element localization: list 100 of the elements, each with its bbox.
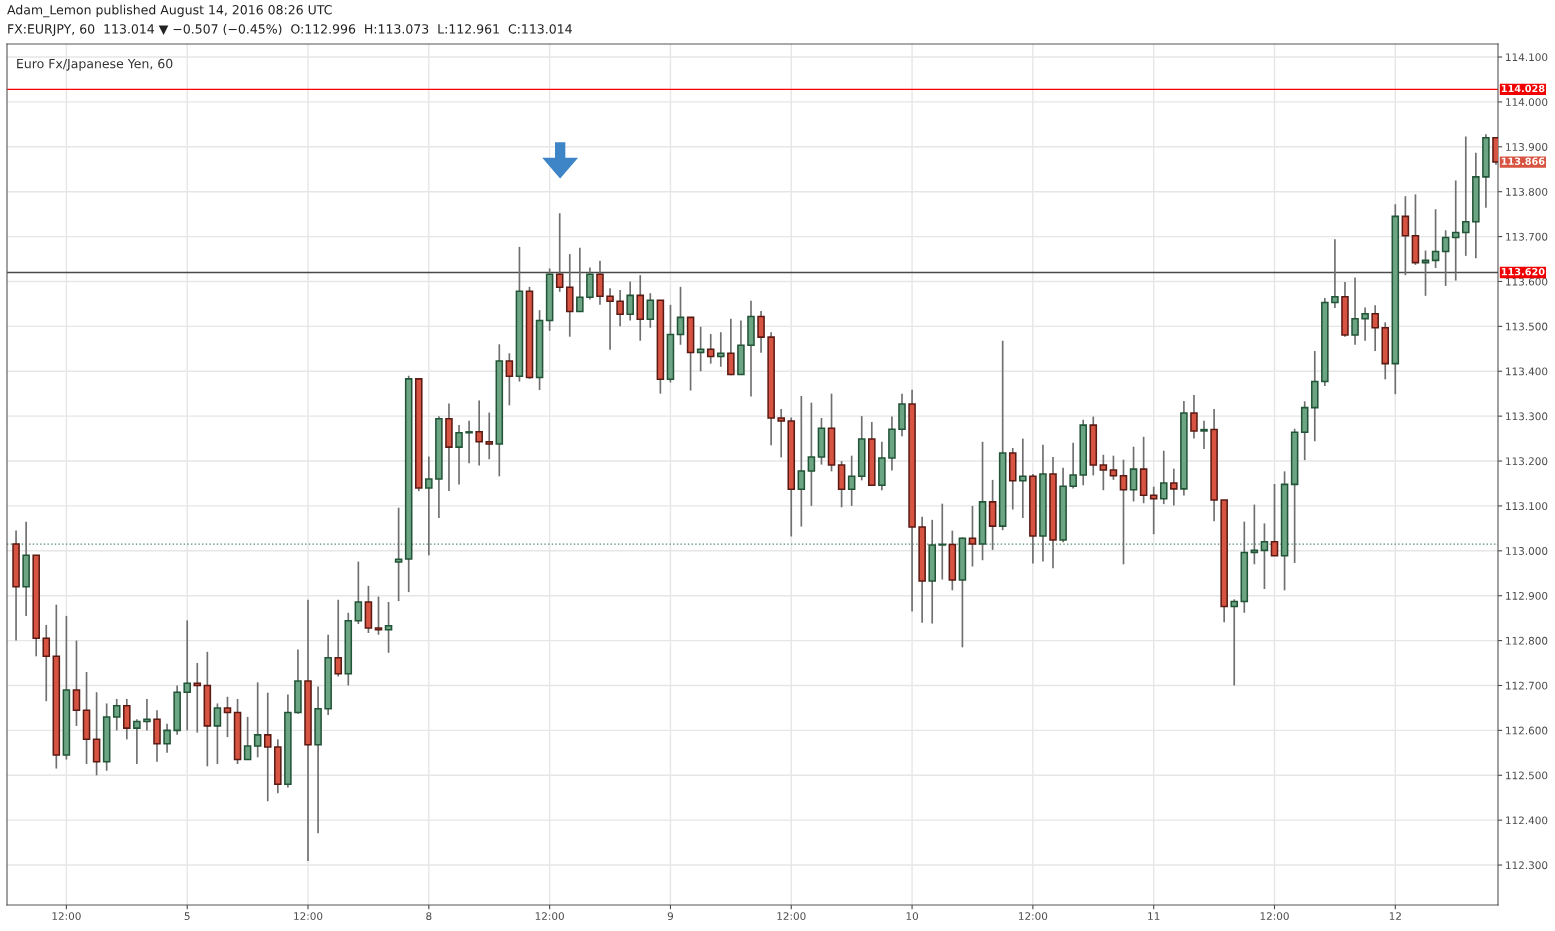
x-tick-label: 10 — [906, 912, 919, 921]
candlestick — [334, 598, 343, 678]
candlestick — [1190, 394, 1198, 440]
candlestick — [42, 624, 51, 703]
y-tick-label: 113.000 — [1506, 547, 1548, 555]
candlestick — [797, 395, 806, 528]
candlestick — [374, 595, 383, 636]
candlestick — [1431, 208, 1440, 269]
candlestick — [1159, 449, 1168, 505]
y-tick-label: 112.300 — [1506, 861, 1548, 870]
candlestick — [576, 246, 584, 313]
candlestick — [394, 506, 403, 602]
candlestick — [807, 401, 816, 507]
x-tick-label: 12:00 — [535, 912, 564, 921]
candlestick — [475, 399, 483, 467]
candlestick — [72, 639, 81, 727]
candlestick — [263, 691, 272, 803]
candlestick — [938, 502, 947, 581]
x-tick-label: 12:00 — [52, 912, 81, 921]
chart-subtitle: FX:EURJPY, 60 113.014 ▼ −0.507 (−0.45%) O:112.996 H:113.073 L:112.961 C:113.014 — [8, 23, 572, 36]
candlestick — [1099, 453, 1108, 492]
candlestick — [1270, 483, 1279, 557]
candlestick — [586, 266, 594, 301]
y-tick-label: 112.800 — [1506, 636, 1548, 645]
candlestick — [1441, 229, 1450, 287]
candlestick — [133, 718, 141, 765]
x-tick-label: 12 — [1389, 912, 1401, 920]
candlestick — [505, 352, 514, 407]
candlestick — [636, 274, 645, 342]
candlestick — [1019, 437, 1027, 519]
candlestick — [1260, 522, 1269, 590]
y-tick-label: 113.700 — [1506, 232, 1548, 241]
y-tick-label: 114.000 — [1506, 98, 1548, 107]
ref-line-label: 113.620 — [1501, 267, 1545, 276]
ref-line-label: 114.028 — [1501, 84, 1545, 93]
candlestick — [555, 212, 564, 293]
candlestick — [485, 411, 494, 461]
candlestick — [223, 695, 232, 738]
y-tick-label: 113.600 — [1506, 277, 1548, 286]
x-tick-label: 5 — [184, 912, 190, 921]
candlestick — [465, 419, 473, 465]
candlestick — [425, 455, 433, 557]
candlestick — [727, 317, 735, 377]
candlestick — [777, 408, 785, 459]
candlestick — [455, 424, 463, 486]
x-tick-label: 12:00 — [1019, 912, 1048, 921]
candlestick — [213, 702, 222, 765]
y-tick-label: 113.800 — [1506, 187, 1548, 196]
candlestick — [253, 681, 262, 759]
candlestick — [143, 698, 151, 732]
candlestick — [706, 333, 715, 365]
x-tick-label: 12:00 — [777, 912, 806, 921]
text: Euro Fx/Japanese Yen, 60 — [17, 58, 173, 71]
candlestick — [384, 601, 393, 654]
y-tick-label: 112.900 — [1506, 591, 1548, 600]
x-tick-label: 12:00 — [294, 912, 323, 921]
candlestick — [676, 286, 685, 346]
y-tick-label: 112.500 — [1506, 771, 1548, 780]
candlestick — [1200, 419, 1208, 450]
candlestick — [626, 280, 634, 322]
candlestick — [92, 691, 101, 777]
candlestick — [1371, 304, 1379, 352]
candlestick — [112, 698, 121, 732]
x-tick-label: 12:00 — [1260, 912, 1289, 921]
candlestick — [1129, 445, 1138, 503]
candlestick — [1361, 306, 1369, 342]
text: Adam_Lemon published August 14, 2016 08:26 UTC — [7, 4, 332, 18]
candlestick — [847, 454, 856, 507]
candlestick — [1069, 441, 1077, 490]
y-tick-label: 113.500 — [1506, 322, 1548, 331]
candlestick — [1461, 135, 1470, 257]
y-tick-label: 113.400 — [1506, 367, 1548, 376]
candlestick — [646, 292, 655, 329]
text: 113.866 — [1501, 157, 1545, 165]
candlestick — [1170, 467, 1178, 507]
candlestick — [616, 289, 624, 328]
candlestick — [606, 287, 614, 351]
candlestick — [1351, 276, 1359, 346]
y-tick-label: 112.700 — [1506, 681, 1548, 690]
y-tick-label: 113.300 — [1506, 412, 1548, 421]
candlestick — [596, 259, 604, 306]
candlestick — [1109, 454, 1118, 481]
x-tick-label: 9 — [667, 912, 674, 921]
x-tick-label: 8 — [426, 912, 432, 921]
candlestick — [1149, 485, 1158, 536]
y-tick-label: 112.400 — [1506, 816, 1548, 825]
candlestick — [1331, 238, 1339, 309]
candlestick — [183, 619, 191, 732]
y-tick-label: 112.600 — [1506, 726, 1548, 735]
candlestick — [757, 310, 765, 354]
candlestick — [968, 505, 977, 568]
candlestick — [163, 722, 171, 754]
y-tick-label: 114.100 — [1506, 53, 1548, 62]
candlestick — [1451, 179, 1460, 282]
y-tick-label: 113.900 — [1506, 143, 1548, 151]
candlestick — [696, 325, 705, 373]
candlestick — [243, 716, 252, 761]
y-tick-label: 113.100 — [1506, 502, 1548, 511]
candlestick — [1230, 598, 1239, 687]
candlestick — [717, 331, 725, 368]
